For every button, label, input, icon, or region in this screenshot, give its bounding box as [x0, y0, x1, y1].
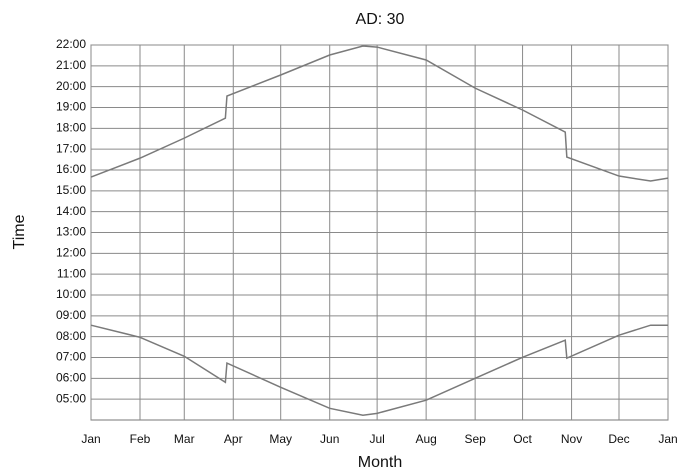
- y-tick-label: 21:00: [56, 58, 86, 72]
- y-tick-label: 09:00: [56, 308, 86, 322]
- y-tick-label: 19:00: [56, 100, 86, 114]
- chart-title: AD: 30: [356, 11, 405, 28]
- y-tick-label: 22:00: [56, 37, 86, 51]
- y-tick-label: 05:00: [56, 391, 86, 405]
- y-tick-label: 08:00: [56, 329, 86, 343]
- y-tick-label: 15:00: [56, 183, 86, 197]
- x-tick-label: Mar: [174, 432, 195, 446]
- y-tick-label: 12:00: [56, 246, 86, 260]
- series-line: [90, 45, 669, 182]
- y-tick-label: 18:00: [56, 121, 86, 135]
- y-tick-label: 17:00: [56, 141, 86, 155]
- x-tick-label: Dec: [608, 432, 629, 446]
- y-tick-label: 07:00: [56, 350, 86, 364]
- series-line: [90, 324, 668, 416]
- y-tick-label: 20:00: [56, 79, 86, 93]
- x-axis-label: Month: [358, 454, 402, 471]
- x-tick-label: Apr: [224, 432, 243, 446]
- x-tick-label: Sep: [464, 432, 486, 446]
- y-tick-label: 13:00: [56, 225, 86, 239]
- x-tick-label: Jun: [320, 432, 339, 446]
- x-tick-label: Jan: [81, 432, 100, 446]
- y-tick-label: 11:00: [57, 266, 86, 280]
- x-tick-label: Jan: [658, 432, 677, 446]
- y-tick-label: 06:00: [56, 371, 86, 385]
- y-tick-label: 10:00: [56, 287, 86, 301]
- x-tick-label: Aug: [415, 432, 436, 446]
- x-tick-label: May: [269, 432, 292, 446]
- x-tick-label: Oct: [513, 432, 532, 446]
- y-tick-label: 16:00: [56, 162, 86, 176]
- y-tick-label: 14:00: [56, 204, 86, 218]
- x-tick-label: Nov: [561, 432, 582, 446]
- x-tick-label: Feb: [130, 432, 151, 446]
- y-axis-label: Time: [11, 214, 28, 249]
- x-tick-label: Jul: [369, 432, 384, 446]
